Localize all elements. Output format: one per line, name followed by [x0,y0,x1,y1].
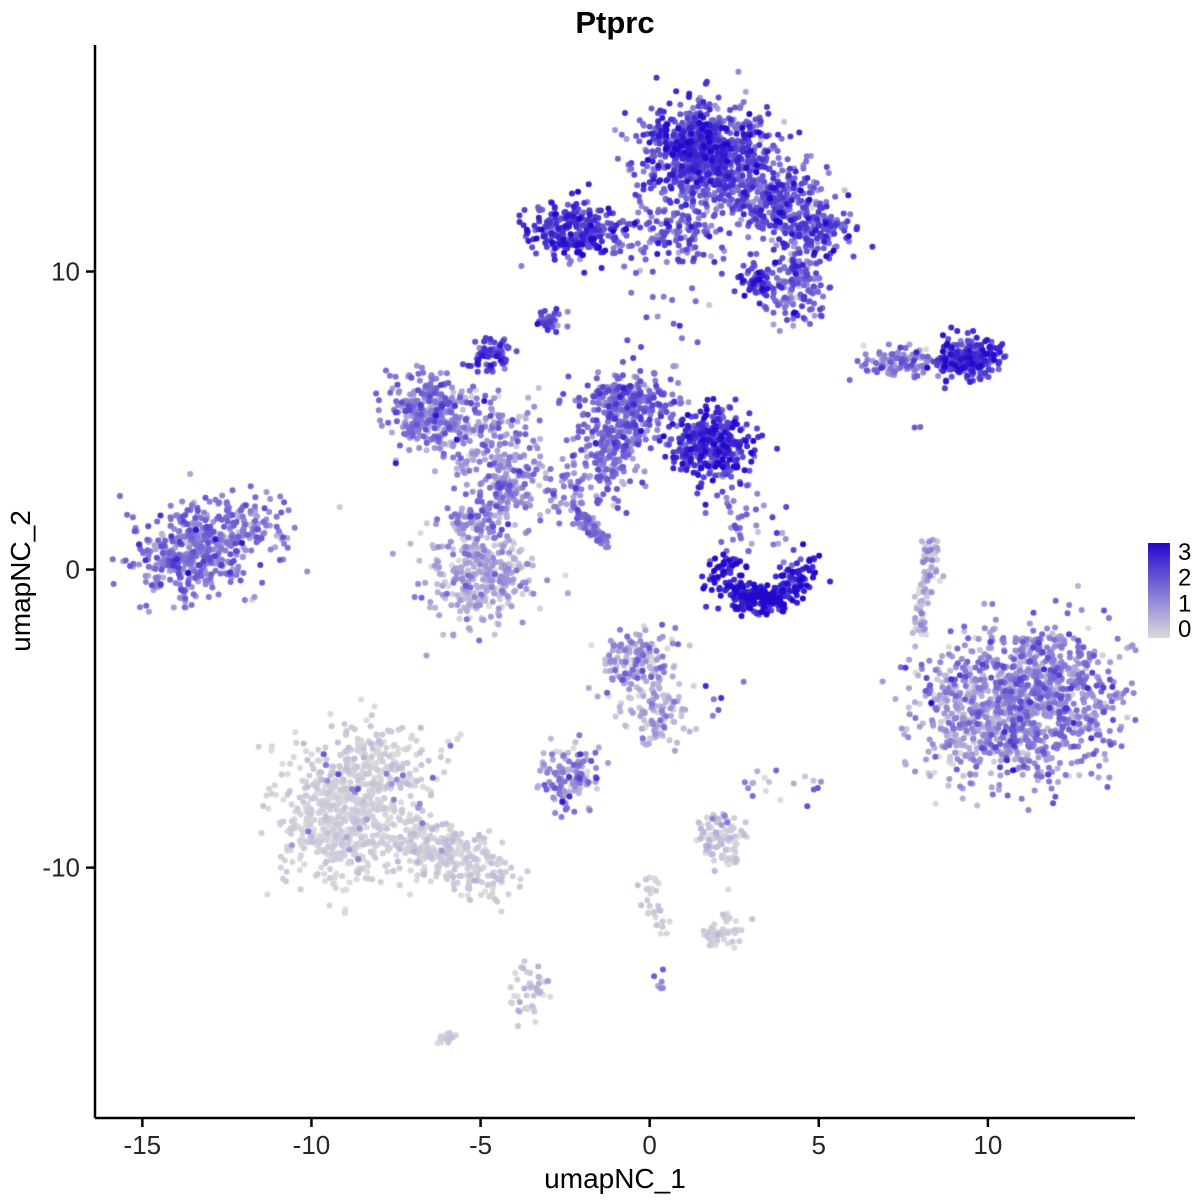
legend-tick-label: 3 [1178,539,1191,566]
x-tick-label: -15 [124,1130,162,1160]
x-tick-label: -10 [293,1130,331,1160]
y-axis-ticks: -10 0 10 [42,257,95,883]
y-tick-label: 10 [51,257,80,287]
legend-gradient-bar [1148,543,1170,638]
legend-tick-label: 2 [1178,565,1191,592]
x-tick-label: -5 [469,1130,492,1160]
x-tick-label: 0 [642,1130,656,1160]
x-tick-label: 10 [973,1130,1002,1160]
y-axis-label: umapNC_2 [5,510,36,652]
x-axis-label: umapNC_1 [544,1163,686,1194]
x-axis-ticks: -15 -10 -5 0 5 10 [124,1118,1002,1160]
legend-tick-label: 1 [1178,590,1191,617]
chart-title: Ptprc [575,5,654,40]
legend-tick-label: 0 [1178,616,1191,643]
x-tick-label: 5 [812,1130,826,1160]
y-tick-label: 0 [66,555,80,585]
y-tick-label: -10 [42,853,80,883]
